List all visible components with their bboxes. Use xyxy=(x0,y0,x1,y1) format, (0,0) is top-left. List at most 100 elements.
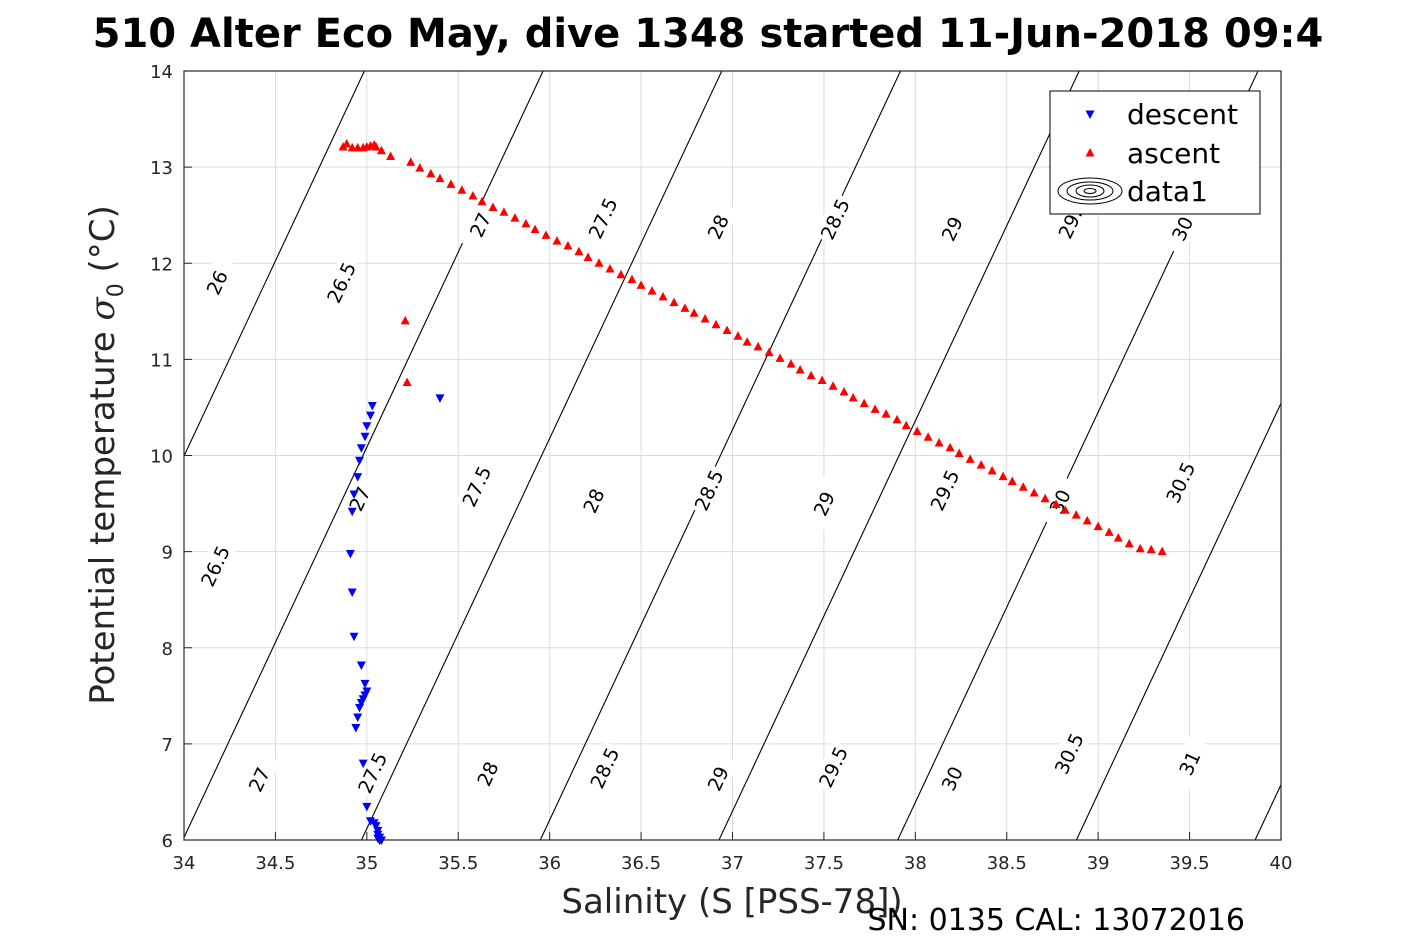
ascent-point xyxy=(402,377,412,386)
x-tick-label: 40 xyxy=(1270,853,1293,874)
descent-point xyxy=(349,632,359,642)
contour-label-bg xyxy=(687,463,730,517)
ascent-point xyxy=(722,325,732,335)
y-tick-label: 10 xyxy=(150,447,173,468)
ascent-point xyxy=(406,157,416,166)
isopycnal-29 xyxy=(1075,402,1281,840)
legend: descent ascent data1 xyxy=(1049,90,1261,215)
ascent-point xyxy=(415,163,425,172)
ascent-point xyxy=(1071,510,1081,519)
descent-point xyxy=(362,422,372,431)
ascent-point xyxy=(647,286,657,295)
descent-point xyxy=(362,802,372,812)
ascent-point xyxy=(1007,476,1017,485)
contour-label-bg xyxy=(320,255,363,310)
descent-point xyxy=(360,679,370,689)
contour-label-bg xyxy=(802,476,845,531)
descent-point xyxy=(356,699,366,708)
descent-point xyxy=(345,550,355,559)
contour-label-bg xyxy=(338,471,381,526)
descent-point xyxy=(356,444,366,453)
ascent-point xyxy=(342,139,352,148)
contour-label-bg xyxy=(466,746,509,801)
contour-label-bg xyxy=(195,255,238,310)
ascent-point xyxy=(1113,533,1123,542)
descent-point xyxy=(353,713,363,722)
descent-point xyxy=(365,411,375,421)
ascent-point xyxy=(945,442,955,452)
ascent-point xyxy=(1040,493,1050,503)
x-tick-label: 35 xyxy=(355,853,378,874)
descent-legend-triangle xyxy=(1085,110,1095,119)
legend-marker-descent xyxy=(1085,110,1095,119)
ascent-point xyxy=(658,291,668,301)
ascent-point xyxy=(976,460,986,469)
ascent-point xyxy=(1018,482,1028,491)
ascent-point xyxy=(510,213,520,222)
ascent-point xyxy=(806,370,816,380)
contour-label-bg xyxy=(1159,455,1202,510)
y-tick-label: 12 xyxy=(150,254,173,275)
ascent-point xyxy=(881,409,891,418)
legend-box xyxy=(1049,90,1261,215)
descent-point xyxy=(355,456,365,466)
x-tick-label: 39.5 xyxy=(1170,853,1210,874)
descent-point xyxy=(347,588,357,597)
contour-label-bg xyxy=(1161,201,1204,256)
ascent-point xyxy=(742,337,752,346)
y-tick-label: 14 xyxy=(150,62,173,83)
ascent-legend-triangle xyxy=(1085,148,1095,157)
contour-label-bg xyxy=(923,463,966,517)
ascent-point xyxy=(400,315,410,325)
x-tick-label: 34 xyxy=(173,853,196,874)
y-tick-label: 13 xyxy=(150,158,173,179)
descent-point xyxy=(349,490,359,499)
legend-label-descent: descent xyxy=(1127,98,1238,131)
contour-label-bg xyxy=(459,197,502,252)
ascent-point xyxy=(680,303,690,312)
legend-marker-ascent xyxy=(1085,148,1095,157)
contour-label-bg xyxy=(572,473,615,528)
y-tick-label: 7 xyxy=(162,735,173,756)
y-axis-label-text: Potential temperature xyxy=(83,321,123,705)
isopycnal-27 xyxy=(361,71,723,840)
ascent-point xyxy=(795,364,805,374)
descent-point xyxy=(356,661,366,671)
ascent-point xyxy=(435,173,445,183)
descent-point xyxy=(373,830,383,840)
ascent-point xyxy=(901,420,911,430)
ascent-point xyxy=(521,218,531,228)
ascent-point xyxy=(892,414,902,424)
descent-point xyxy=(358,759,368,769)
ascent-point xyxy=(488,202,498,211)
contour-label-bg xyxy=(194,539,237,593)
ascent-point xyxy=(627,274,637,284)
ascent-point xyxy=(541,230,551,239)
y-axis-label: Potential temperature σ0 (°C) xyxy=(83,205,129,705)
ascent-point xyxy=(817,375,827,385)
y-axis-ticks: 6 7 8 9 10 11 12 13 14 xyxy=(150,62,192,852)
y-axis-label-unit: (°C) xyxy=(83,205,123,283)
ascent-point xyxy=(552,236,562,245)
ascent-point xyxy=(530,224,540,234)
contour-label-bg xyxy=(1038,474,1081,529)
descent-point xyxy=(353,473,363,482)
ascent-point xyxy=(828,381,838,390)
descent-point xyxy=(376,836,386,845)
ascent-point xyxy=(954,448,964,458)
y-tick-label: 6 xyxy=(162,831,173,852)
ascent-point xyxy=(965,454,975,463)
ascent-point xyxy=(753,341,763,351)
ascent-point xyxy=(1051,499,1061,509)
ascent-point xyxy=(934,438,944,447)
contour-label-bg xyxy=(812,740,855,794)
contour-label-bg xyxy=(930,201,973,256)
descent-point xyxy=(347,507,357,517)
x-tick-label: 35.5 xyxy=(438,853,478,874)
ascent-point xyxy=(689,308,699,317)
ascent-point xyxy=(733,331,743,340)
ascent-point xyxy=(998,471,1008,481)
grid-lines xyxy=(183,70,1282,841)
contour-label-bg xyxy=(237,752,281,807)
y-tick-label: 11 xyxy=(150,350,173,371)
